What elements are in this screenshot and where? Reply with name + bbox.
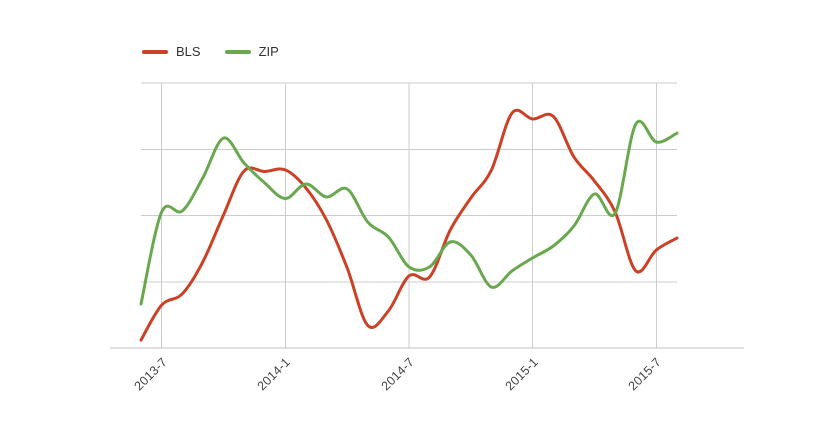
zip-line-swatch-icon [224,50,251,54]
legend-item-zip: ZIP [224,44,279,59]
chart-legend: BLS ZIP [142,45,303,59]
zip-line[interactable] [139,119,679,306]
legend-label-zip: ZIP [258,44,279,59]
legend-item-bls: BLS [142,45,201,59]
bls-line[interactable] [139,108,679,342]
bls-line-swatch-icon [142,50,168,54]
legend-label-bls: BLS [176,44,201,59]
